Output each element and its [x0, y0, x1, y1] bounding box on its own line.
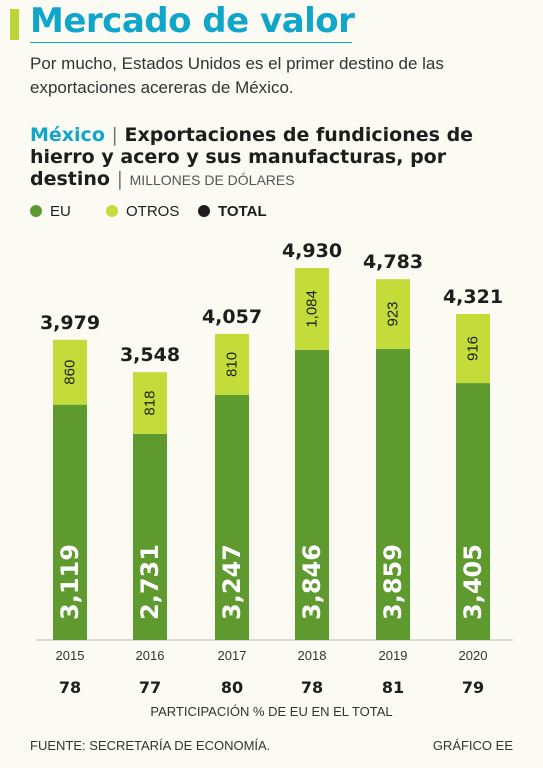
heading-separator: |	[111, 124, 118, 146]
eu-share-2019: 81	[381, 678, 405, 697]
total-label-2018: 4,930	[282, 240, 342, 262]
bar-eu-2017	[215, 394, 249, 640]
legend-item-eu: EU	[30, 203, 71, 220]
bar-eu-2020	[456, 383, 490, 640]
x-tick-label-2018: 2018	[298, 648, 327, 663]
data-label-otros-2017: 810	[224, 352, 241, 377]
total-label-2016: 3,548	[120, 344, 180, 366]
bar-otros-2017	[215, 333, 249, 395]
eu-share-2015: 78	[58, 678, 82, 697]
legend-dot-otros	[106, 205, 118, 217]
x-tick-label-2019: 2019	[379, 648, 408, 663]
bar-eu-2015	[53, 404, 87, 640]
chart-heading: México | Exportaciones de fundiciones de…	[30, 124, 530, 190]
total-label-2017: 4,057	[202, 306, 262, 328]
legend-dot-total	[198, 205, 210, 217]
chart-title: Exportaciones de fundiciones de hierro y…	[30, 124, 474, 190]
legend-label-total: TOTAL	[218, 203, 267, 220]
bar-eu-2018	[295, 349, 329, 640]
source-note: FUENTE: SECRETARÍA DE ECONOMÍA.	[30, 738, 271, 753]
x-tick-label-2020: 2020	[459, 648, 488, 663]
page-subtitle: Por mucho, Estados Unidos es el primer d…	[30, 54, 444, 97]
total-label-2019: 4,783	[363, 251, 423, 273]
chart-country: México	[30, 124, 105, 146]
x-tick-label-2017: 2017	[218, 648, 247, 663]
data-label-eu-2019: 3,859	[379, 544, 407, 620]
legend-dot-eu	[30, 205, 42, 217]
eu-share-2018: 78	[300, 678, 324, 697]
eu-share-caption: PARTICIPACIÓN % DE EU EN EL TOTAL	[150, 704, 393, 719]
legend-item-otros: OTROS	[106, 203, 179, 220]
eu-share-2020: 79	[461, 678, 485, 697]
bar-otros-2016	[133, 372, 167, 434]
data-label-otros-2016: 818	[142, 391, 159, 416]
data-label-eu-2015: 3,119	[56, 544, 84, 620]
x-tick-label-2015: 2015	[56, 648, 85, 663]
data-label-eu-2016: 2,731	[136, 544, 164, 620]
title-rule	[30, 42, 352, 43]
data-label-otros-2018: 1,084	[304, 290, 321, 328]
bar-otros-2020	[456, 313, 490, 384]
eu-share-row: 78 77 80 78 81 79	[0, 678, 543, 698]
data-label-otros-2015: 860	[62, 360, 79, 385]
data-label-eu-2020: 3,405	[459, 544, 487, 620]
stacked-bar-chart: 3,119 860 3,979 2015 2,731 818 3,548 2016 3,247 8…	[36, 240, 513, 663]
graphic-credit: GRÁFICO EE	[432, 738, 513, 753]
total-label-2020: 4,321	[443, 286, 503, 308]
unit-separator: |	[116, 168, 124, 190]
data-label-eu-2017: 3,247	[218, 544, 246, 620]
header-accent-bar	[10, 9, 19, 40]
chart-unit: MILLONES DE DÓLARES	[129, 172, 295, 188]
data-label-otros-2019: 923	[385, 301, 402, 326]
total-label-2015: 3,979	[40, 312, 100, 334]
bar-eu-2016	[133, 433, 167, 640]
legend-item-total: TOTAL	[198, 203, 267, 220]
data-label-eu-2018: 3,846	[298, 544, 326, 620]
page-title: Mercado de valor	[30, 1, 355, 41]
bar-eu-2019	[376, 348, 410, 640]
bar-otros-2015	[53, 339, 87, 405]
bar-otros-2018	[295, 268, 329, 350]
legend-label-otros: OTROS	[126, 203, 180, 220]
data-label-otros-2020: 916	[465, 336, 482, 361]
bar-otros-2019	[376, 279, 410, 349]
legend-label-eu: EU	[50, 203, 71, 220]
eu-share-2016: 77	[138, 678, 162, 697]
x-tick-label-2016: 2016	[136, 648, 165, 663]
eu-share-2017: 80	[220, 678, 244, 697]
